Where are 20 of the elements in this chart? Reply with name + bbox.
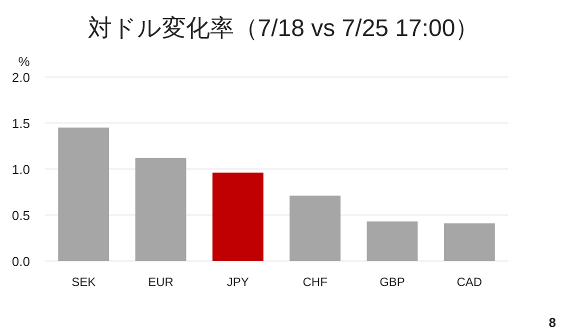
bar xyxy=(135,158,186,261)
x-tick-label: GBP xyxy=(380,275,405,289)
x-tick-label: EUR xyxy=(148,275,174,289)
chart-title: 対ドル変化率（7/18 vs 7/25 17:00） xyxy=(88,15,480,42)
y-tick-label: 0.0 xyxy=(12,254,30,269)
x-tick-label: CHF xyxy=(302,275,328,289)
y-tick-label: 1.5 xyxy=(12,116,30,131)
bar xyxy=(366,221,418,261)
x-tick-label: CAD xyxy=(456,275,482,289)
y-tick-label: 1.0 xyxy=(12,162,30,177)
y-tick-label: 2.0 xyxy=(12,70,30,85)
bar xyxy=(58,128,110,261)
bar xyxy=(290,196,341,261)
y-axis-title: % xyxy=(18,54,30,69)
text: 8 xyxy=(548,315,556,330)
bar xyxy=(212,172,264,261)
x-tick-label: SEK xyxy=(72,275,96,289)
x-tick-label: JPY xyxy=(226,275,249,289)
bar xyxy=(444,223,495,261)
y-tick-label: 0.5 xyxy=(12,208,30,223)
